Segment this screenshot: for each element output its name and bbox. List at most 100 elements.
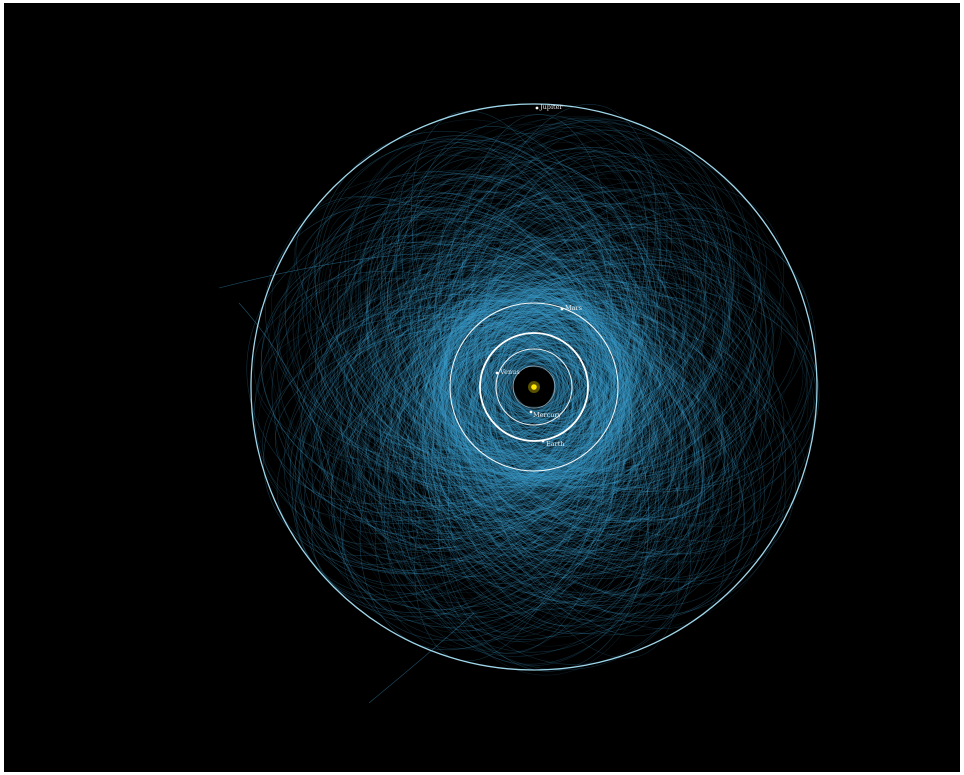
asteroid-orbit xyxy=(494,336,761,563)
asteroid-orbit xyxy=(433,308,585,453)
asteroid-orbit xyxy=(484,318,722,522)
asteroid-orbit xyxy=(460,322,665,535)
asteroid-orbit xyxy=(325,273,590,490)
asteroid-orbit xyxy=(483,347,681,574)
asteroid-orbit xyxy=(462,278,732,517)
asteroid-orbit xyxy=(459,118,662,423)
asteroid-orbit xyxy=(455,280,638,463)
asteroid-orbit xyxy=(344,135,630,459)
asteroid-orbit xyxy=(271,175,617,490)
asteroid-orbit xyxy=(485,258,752,470)
asteroid-orbit xyxy=(479,177,623,411)
asteroid-orbit xyxy=(468,191,697,442)
asteroid-orbit xyxy=(311,353,558,545)
asteroid-orbit xyxy=(435,316,647,544)
asteroid-orbit xyxy=(488,342,675,533)
asteroid-orbit xyxy=(451,266,684,489)
asteroid-orbit xyxy=(500,338,733,525)
asteroid-orbit xyxy=(461,362,607,601)
asteroid-orbit xyxy=(390,304,598,498)
asteroid-orbit xyxy=(439,320,656,561)
asteroid-orbit xyxy=(485,310,699,492)
asteroid-orbit xyxy=(422,293,671,552)
asteroid-orbit xyxy=(425,286,627,486)
asteroid-orbit xyxy=(445,190,757,487)
asteroid-orbit xyxy=(493,296,587,412)
asteroid-orbit xyxy=(469,291,572,413)
asteroid-orbit xyxy=(466,253,722,482)
asteroid-orbit xyxy=(439,148,685,447)
asteroid-orbit xyxy=(421,301,624,506)
planet-dot xyxy=(529,410,533,414)
asteroid-orbit xyxy=(331,291,654,642)
asteroid-orbit xyxy=(301,281,604,541)
asteroid-orbit xyxy=(354,340,558,477)
asteroid-orbit xyxy=(333,251,608,496)
asteroid-orbit xyxy=(394,282,613,492)
asteroid-orbit xyxy=(456,318,732,614)
asteroid-orbit xyxy=(351,209,597,452)
planet-label-venus: Venus xyxy=(499,368,520,376)
asteroid-orbit xyxy=(490,272,804,488)
asteroid-orbit xyxy=(434,305,639,516)
asteroid-orbit xyxy=(450,278,751,556)
asteroid-orbit xyxy=(494,305,633,435)
asteroid-orbit xyxy=(481,287,648,447)
asteroid-orbit xyxy=(416,151,580,410)
asteroid-orbit xyxy=(425,305,583,452)
asteroid-orbit xyxy=(505,356,659,503)
asteroid-orbit xyxy=(464,335,644,534)
asteroid-orbit xyxy=(297,218,606,487)
asteroid-orbit xyxy=(386,244,564,418)
asteroid-orbit xyxy=(508,203,742,416)
asteroid-orbit xyxy=(292,232,612,507)
asteroid-orbit xyxy=(313,278,613,548)
asteroid-orbit xyxy=(504,358,641,498)
asteroid-orbit xyxy=(433,300,606,471)
asteroid-orbit xyxy=(464,318,741,597)
asteroid-orbit xyxy=(484,288,620,431)
asteroid-orbit xyxy=(453,227,755,498)
asteroid-orbit xyxy=(464,307,696,529)
asteroid-orbit xyxy=(380,303,579,468)
asteroid-orbit xyxy=(274,328,561,505)
asteroid-orbit xyxy=(498,282,613,414)
asteroid-orbit xyxy=(382,339,594,578)
asteroid-orbit xyxy=(418,309,556,420)
asteroid-orbit xyxy=(444,280,568,415)
asteroid-orbit xyxy=(444,313,659,539)
asteroid-orbit xyxy=(468,327,699,569)
asteroid-orbit xyxy=(410,297,605,485)
asteroid-orbit xyxy=(505,302,636,422)
asteroid-orbit xyxy=(289,300,605,587)
asteroid-orbit xyxy=(254,244,625,564)
asteroid-orbit xyxy=(403,291,634,523)
asteroid-orbit xyxy=(278,210,607,493)
asteroid-orbit xyxy=(260,241,597,505)
asteroid-orbit xyxy=(404,311,577,460)
asteroid-orbit xyxy=(481,291,674,464)
asteroid-orbit xyxy=(450,352,578,494)
asteroid-orbit xyxy=(387,342,615,651)
asteroid-orbit xyxy=(443,286,627,471)
asteroid-orbit xyxy=(436,311,682,579)
asteroid-orbit xyxy=(480,343,661,542)
asteroid-orbit xyxy=(422,342,593,533)
asteroid-orbit xyxy=(438,313,675,569)
asteroid-orbit xyxy=(439,334,612,527)
asteroid-orbit xyxy=(383,290,612,508)
asteroid-orbit xyxy=(461,114,611,408)
asteroid-orbit xyxy=(501,259,783,451)
asteroid-orbit xyxy=(457,292,691,514)
asteroid-orbit xyxy=(369,208,595,443)
asteroid-orbit xyxy=(441,265,610,445)
asteroid-orbit xyxy=(433,197,665,457)
asteroid-orbit xyxy=(508,337,806,527)
asteroid-orbit xyxy=(346,324,574,507)
asteroid-orbit xyxy=(411,126,609,422)
asteroid-orbit xyxy=(428,340,560,445)
asteroid-orbit xyxy=(443,296,623,477)
asteroid-orbit xyxy=(360,119,630,449)
asteroid-orbit xyxy=(494,358,625,512)
asteroid-orbit xyxy=(388,281,607,488)
